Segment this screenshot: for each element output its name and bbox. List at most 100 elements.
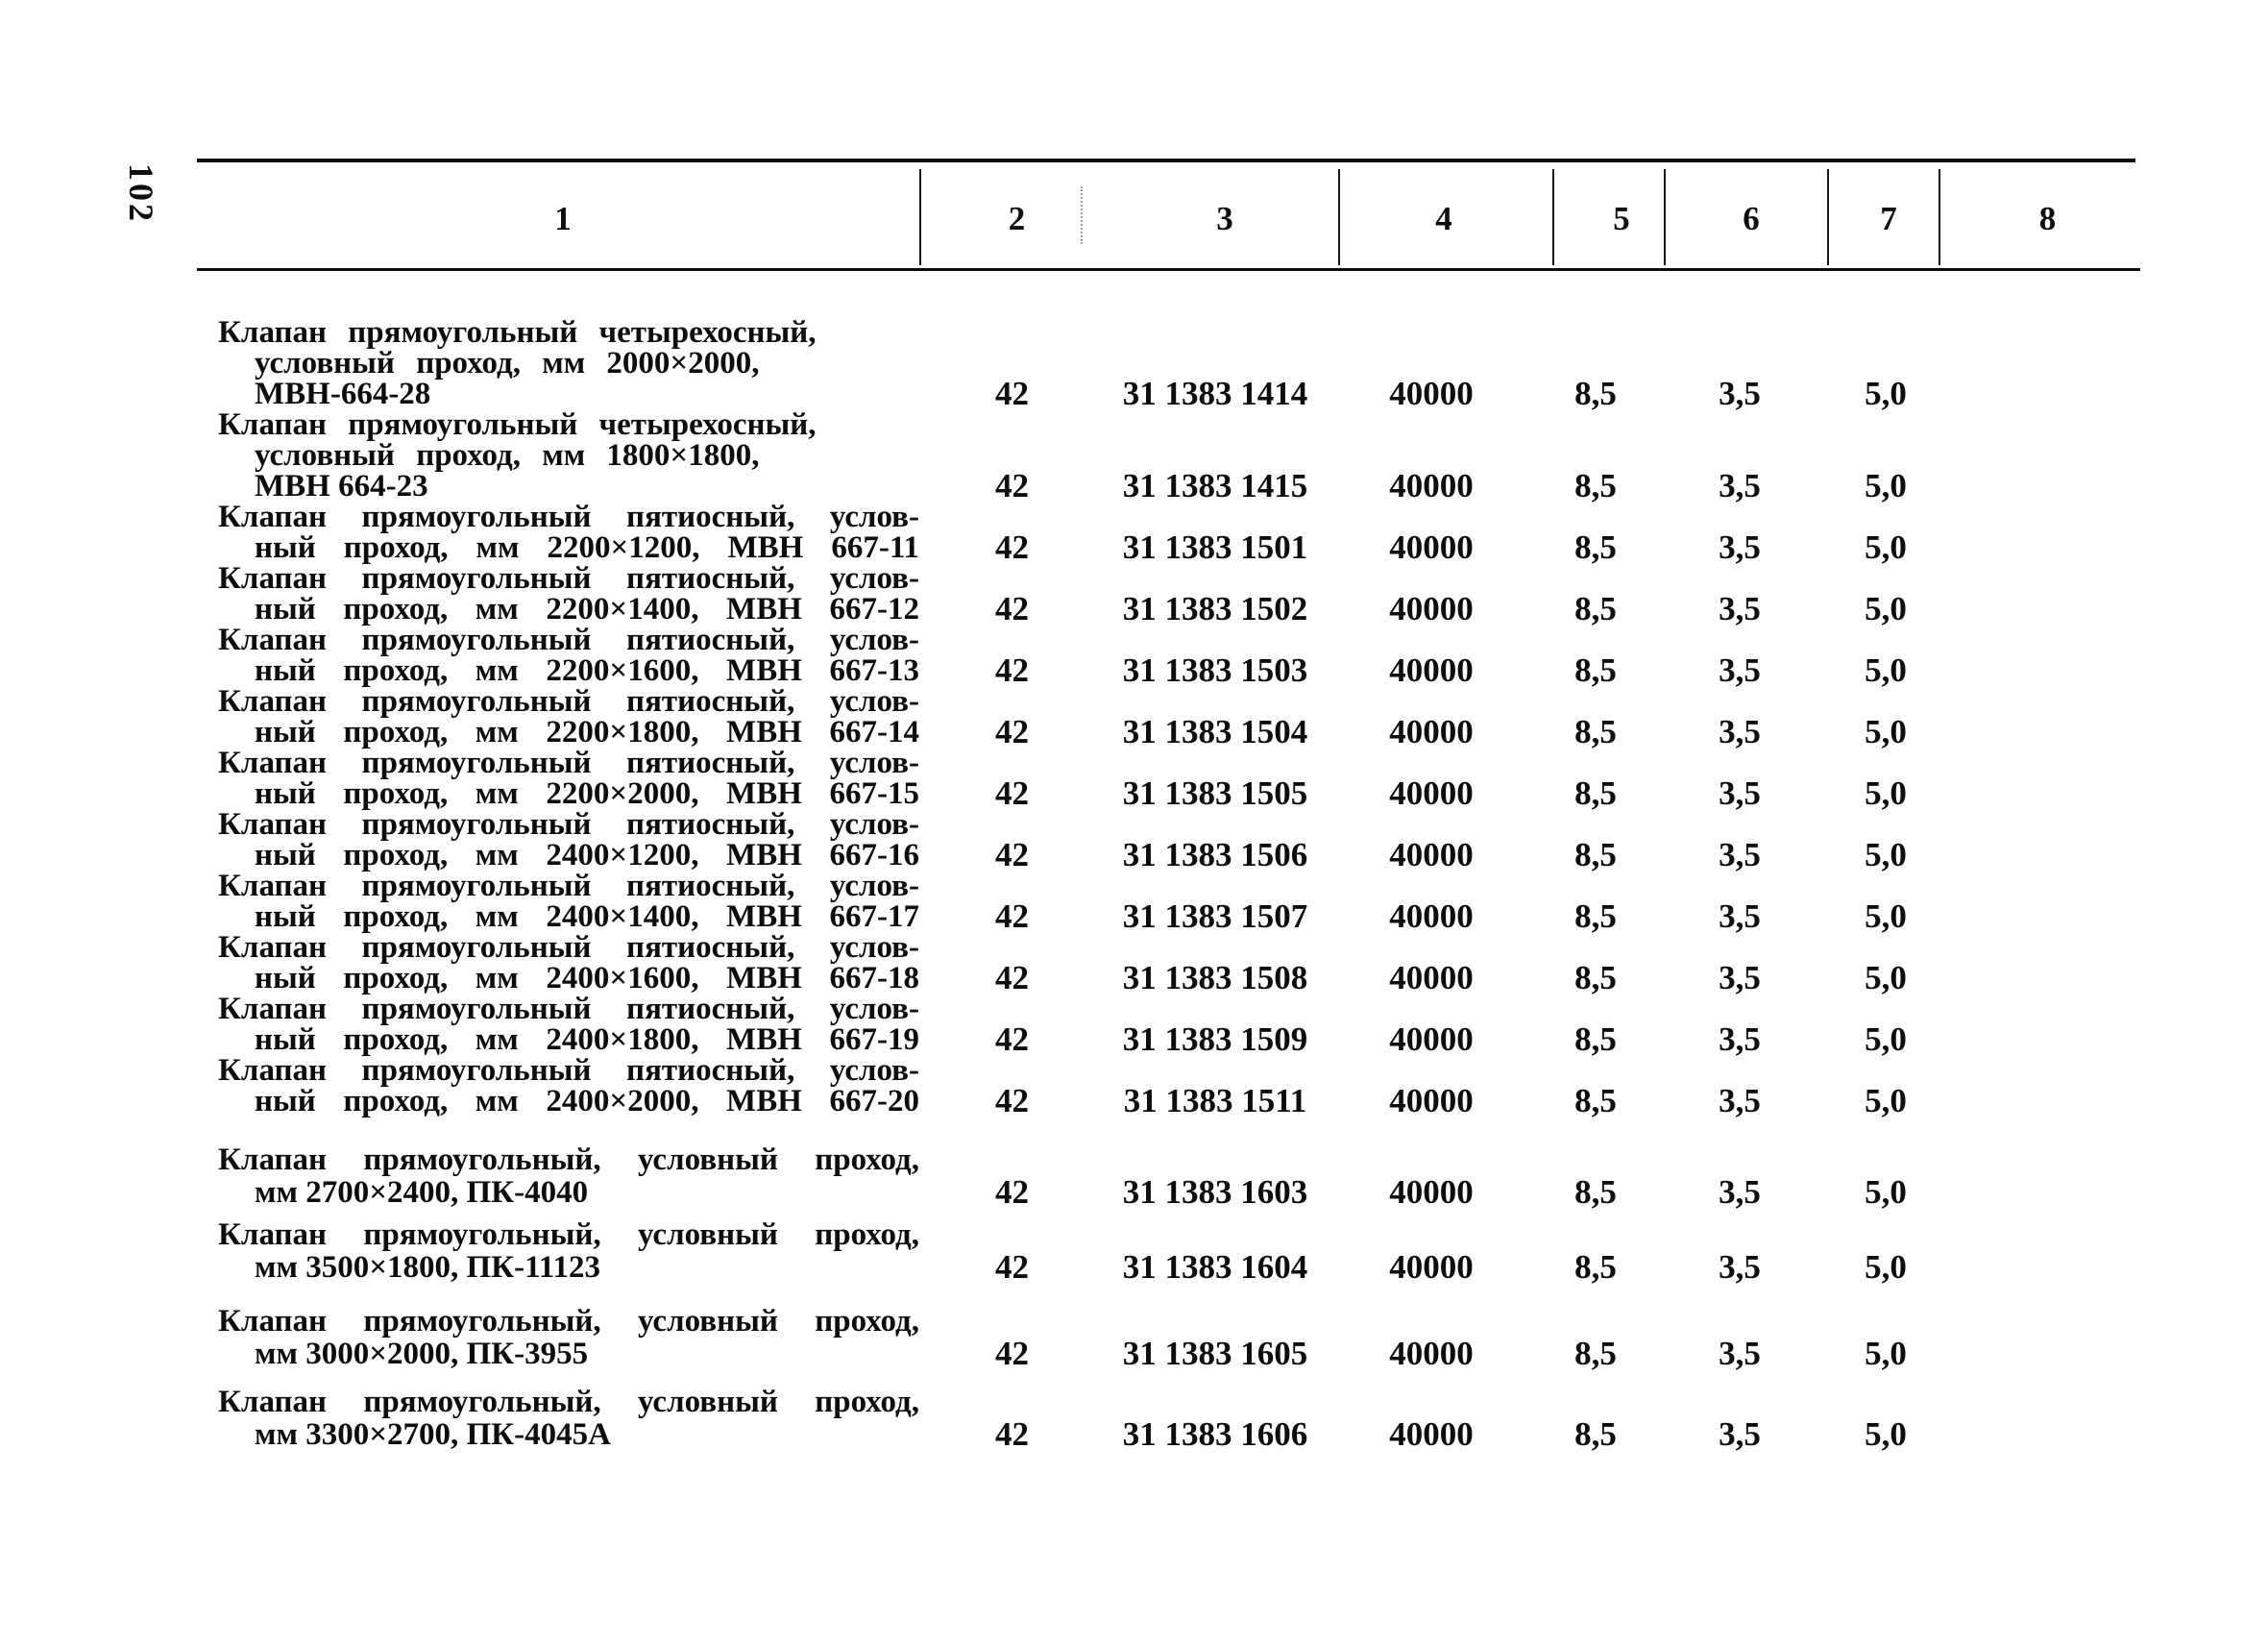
item-description: Клапан прямоугольный, условный проход, мм… bbox=[207, 1386, 919, 1451]
description-line: ный проход, мм 2200×1800, МВН 667-14 bbox=[255, 715, 919, 749]
cell-col5: 8,5 bbox=[1574, 713, 1617, 750]
cell-col7: 5,0 bbox=[1865, 897, 1907, 935]
item-description: Клапан прямоугольный пятиосный, услов-ны… bbox=[207, 748, 919, 810]
description-line: мм 3300×2700, ПК-4045А bbox=[255, 1417, 611, 1452]
description-line: ный проход, мм 2400×1200, МВН 667-16 bbox=[255, 838, 919, 872]
cell-col7: 5,0 bbox=[1865, 467, 1907, 504]
cell-col3: 31 1383 1414 bbox=[1122, 375, 1308, 412]
table-row: Клапан прямоугольный, условный проход, мм… bbox=[207, 1386, 2157, 1451]
cell-col3: 31 1383 1505 bbox=[1122, 774, 1308, 812]
cell-col2: 42 bbox=[995, 959, 1029, 996]
cell-col5: 8,5 bbox=[1574, 1415, 1617, 1453]
cell-col2: 42 bbox=[995, 774, 1029, 812]
table-row: Клапан прямоугольный четырехосный, условн… bbox=[207, 407, 2157, 504]
cell-col6: 3,5 bbox=[1719, 375, 1761, 412]
table-header-bottom-rule bbox=[197, 268, 2140, 271]
cell-col3: 31 1383 1506 bbox=[1122, 836, 1308, 873]
cell-col4: 40000 bbox=[1389, 467, 1474, 504]
item-description: Клапан прямоугольный пятиосный, услов-ны… bbox=[207, 502, 919, 565]
cell-col3: 31 1383 1606 bbox=[1122, 1415, 1308, 1453]
item-description: Клапан прямоугольный пятиосный, услов-ны… bbox=[207, 686, 919, 749]
header-column-separator bbox=[1338, 169, 1340, 265]
cell-col4: 40000 bbox=[1389, 1020, 1474, 1058]
description-line: Клапан прямоугольный, условный проход, bbox=[218, 1142, 919, 1177]
cell-col7: 5,0 bbox=[1865, 375, 1907, 412]
table-row: Клапан прямоугольный, условный проход, мм… bbox=[207, 1143, 2157, 1209]
table-row: Клапан прямоугольный пятиосный, услов-ны… bbox=[207, 807, 2157, 873]
column-header-4: 4 bbox=[1435, 200, 1452, 237]
cell-col7: 5,0 bbox=[1865, 836, 1907, 873]
cell-col6: 3,5 bbox=[1719, 959, 1761, 996]
table-row: Клапан прямоугольный четырехосный, условн… bbox=[207, 315, 2157, 412]
cell-col7: 5,0 bbox=[1865, 1248, 1907, 1286]
description-line: ный проход, мм 2400×1600, МВН 667-18 bbox=[255, 961, 919, 995]
table-row: Клапан прямоугольный пятиосный, услов-ны… bbox=[207, 1053, 2157, 1119]
description-line: Клапан прямоугольный четырехосный, bbox=[218, 315, 817, 350]
cell-col6: 3,5 bbox=[1719, 1082, 1761, 1119]
header-column-separator-faint bbox=[1081, 186, 1085, 244]
cell-col4: 40000 bbox=[1389, 528, 1474, 566]
cell-col6: 3,5 bbox=[1719, 528, 1761, 566]
description-line: мм 3500×1800, ПК-11123 bbox=[255, 1250, 600, 1285]
column-header-2: 2 bbox=[1008, 200, 1026, 237]
cell-col7: 5,0 bbox=[1865, 959, 1907, 996]
cell-col6: 3,5 bbox=[1719, 836, 1761, 873]
cell-col5: 8,5 bbox=[1574, 836, 1617, 873]
item-description: Клапан прямоугольный пятиосный, услов-ны… bbox=[207, 992, 919, 1057]
cell-col5: 8,5 bbox=[1574, 959, 1617, 996]
table-row: Клапан прямоугольный, условный проход, мм… bbox=[207, 1305, 2157, 1370]
description-line: ный проход, мм 2400×1800, МВН 667-19 bbox=[255, 1022, 919, 1057]
header-column-separator bbox=[1827, 169, 1829, 265]
description-line: Клапан прямоугольный пятиосный, услов- bbox=[218, 807, 919, 842]
cell-col5: 8,5 bbox=[1574, 1335, 1617, 1372]
cell-col7: 5,0 bbox=[1865, 1415, 1907, 1453]
table-row: Клапан прямоугольный пятиосный, услов-ны… bbox=[207, 992, 2157, 1058]
item-description: Клапан прямоугольный, условный проход, мм… bbox=[207, 1218, 919, 1284]
table-row: Клапан прямоугольный пятиосный, услов-ны… bbox=[207, 561, 2157, 627]
header-column-separator bbox=[1552, 169, 1554, 265]
cell-col6: 3,5 bbox=[1719, 651, 1761, 689]
cell-col4: 40000 bbox=[1389, 774, 1474, 812]
header-column-separator bbox=[1664, 169, 1666, 265]
column-header-6: 6 bbox=[1743, 200, 1760, 237]
description-line: Клапан прямоугольный пятиосный, услов- bbox=[218, 1053, 919, 1088]
cell-col4: 40000 bbox=[1389, 1335, 1474, 1372]
cell-col3: 31 1383 1501 bbox=[1122, 528, 1308, 566]
cell-col4: 40000 bbox=[1389, 1415, 1474, 1453]
cell-col4: 40000 bbox=[1389, 713, 1474, 750]
cell-col2: 42 bbox=[995, 1020, 1029, 1058]
table-top-rule bbox=[197, 159, 2135, 162]
item-description: Клапан прямоугольный пятиосный, услов-ны… bbox=[207, 932, 919, 995]
header-column-separator bbox=[919, 169, 921, 265]
column-header-1: 1 bbox=[554, 200, 572, 237]
cell-col4: 40000 bbox=[1389, 651, 1474, 689]
cell-col6: 3,5 bbox=[1719, 1173, 1761, 1211]
cell-col4: 40000 bbox=[1389, 1173, 1474, 1211]
column-header-8: 8 bbox=[2038, 200, 2057, 237]
cell-col2: 42 bbox=[995, 1082, 1029, 1119]
page-number: 102 bbox=[122, 163, 160, 224]
cell-col2: 42 bbox=[995, 836, 1029, 873]
cell-col4: 40000 bbox=[1389, 1248, 1474, 1286]
description-line: ный проход, мм 2200×1200, МВН 667-11 bbox=[255, 530, 919, 565]
cell-col5: 8,5 bbox=[1574, 651, 1617, 689]
cell-col4: 40000 bbox=[1389, 375, 1474, 412]
cell-col6: 3,5 bbox=[1719, 897, 1761, 935]
cell-col6: 3,5 bbox=[1719, 590, 1761, 627]
description-line: ный проход, мм 2200×1600, МВН 667-13 bbox=[255, 653, 919, 688]
description-line: Клапан прямоугольный четырехосный, bbox=[218, 407, 817, 442]
table-row: Клапан прямоугольный пятиосный, услов-ны… bbox=[207, 932, 2157, 996]
cell-col3: 31 1383 1605 bbox=[1122, 1335, 1308, 1372]
description-line: ный проход, мм 2200×1400, МВН 667-12 bbox=[255, 592, 919, 626]
item-description: Клапан прямоугольный четырехосный, условн… bbox=[207, 407, 919, 503]
description-line: Клапан прямоугольный пятиосный, услов- bbox=[218, 992, 919, 1026]
item-description: Клапан прямоугольный пятиосный, услов-ны… bbox=[207, 1053, 919, 1118]
cell-col6: 3,5 bbox=[1719, 1248, 1761, 1286]
description-line: ный проход, мм 2400×2000, МВН 667-20 bbox=[255, 1084, 919, 1118]
cell-col7: 5,0 bbox=[1865, 713, 1907, 750]
cell-col7: 5,0 bbox=[1865, 1173, 1907, 1211]
column-header-7: 7 bbox=[1880, 200, 1897, 237]
column-header-5: 5 bbox=[1613, 200, 1630, 237]
cell-col4: 40000 bbox=[1389, 836, 1474, 873]
description-line: Клапан прямоугольный пятиосный, услов- bbox=[218, 561, 919, 596]
